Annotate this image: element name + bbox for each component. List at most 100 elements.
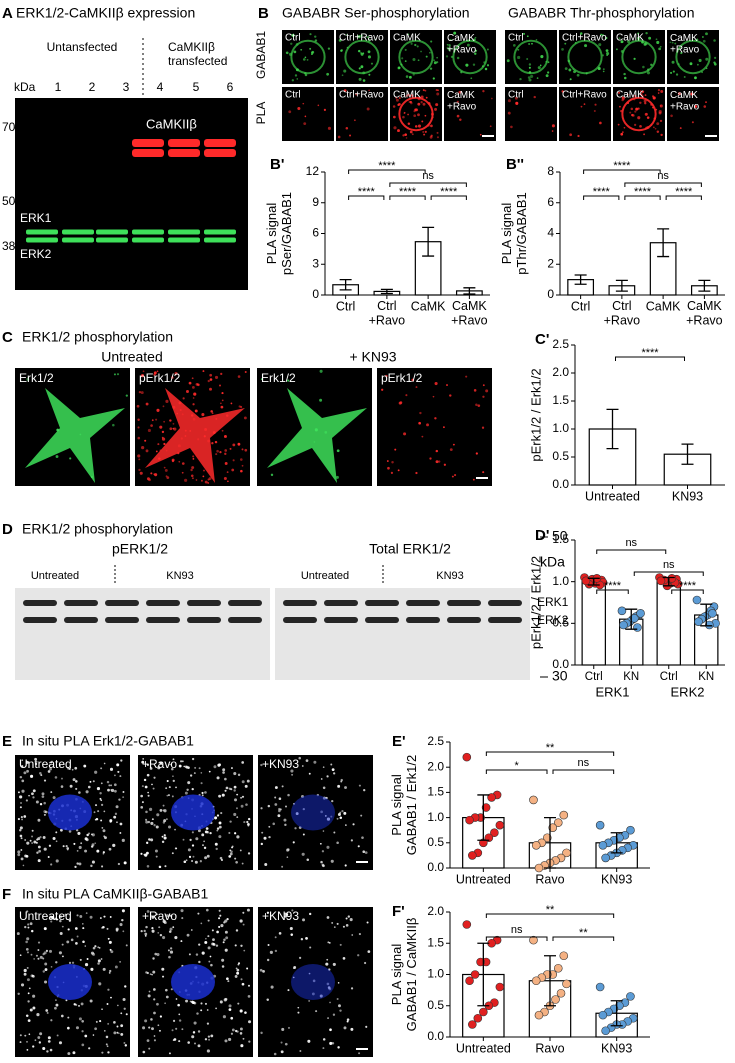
speck	[84, 945, 87, 947]
speck	[320, 778, 323, 780]
speck	[240, 944, 243, 947]
speck	[298, 956, 302, 960]
speck	[337, 135, 341, 139]
speck	[291, 79, 294, 82]
speck	[44, 962, 48, 966]
speck	[218, 794, 222, 798]
speck	[450, 55, 454, 58]
label: Untansfected	[47, 40, 118, 54]
speck	[184, 478, 188, 482]
speck	[393, 126, 397, 130]
speck	[202, 475, 205, 478]
speck	[172, 1019, 176, 1022]
speck	[404, 133, 407, 136]
speck	[573, 70, 577, 74]
speck	[240, 978, 243, 981]
speck	[343, 811, 347, 815]
speck	[212, 942, 215, 945]
speck	[403, 112, 406, 115]
label: 3	[123, 80, 130, 94]
speck	[155, 450, 158, 453]
y-tick-label: 2.5	[427, 734, 444, 748]
speck	[168, 786, 171, 789]
speck	[645, 112, 648, 116]
significance-bracket	[624, 182, 702, 187]
group-label: ERK2	[671, 684, 705, 699]
speck	[200, 782, 203, 785]
speck	[345, 824, 347, 826]
speck	[424, 130, 427, 133]
band	[62, 237, 94, 243]
speck	[162, 405, 165, 408]
speck	[172, 427, 175, 430]
speck	[168, 930, 172, 933]
speck	[429, 457, 432, 460]
speck	[27, 1019, 31, 1022]
speck	[367, 950, 371, 954]
speck	[40, 774, 43, 776]
speck	[426, 423, 429, 427]
speck	[214, 440, 218, 444]
speck	[436, 92, 440, 96]
speck	[362, 850, 366, 854]
speck	[81, 1019, 84, 1023]
speck	[237, 442, 241, 446]
speck	[405, 95, 408, 97]
speck	[229, 820, 232, 823]
y-tick-label: 2.0	[427, 759, 444, 773]
speck	[670, 71, 673, 74]
y-tick-label: 9	[312, 195, 319, 209]
speck	[327, 941, 330, 944]
speck	[459, 118, 462, 121]
significance-bracket	[485, 751, 615, 756]
speck	[148, 990, 151, 993]
data-point	[553, 963, 563, 973]
speck	[151, 973, 153, 976]
speck	[241, 780, 245, 784]
speck	[101, 1008, 103, 1011]
x-tick-label: KN93	[672, 489, 703, 503]
speck	[523, 32, 526, 35]
speck	[216, 776, 220, 780]
speck	[297, 1011, 300, 1014]
speck	[190, 474, 194, 478]
speck	[207, 935, 210, 938]
speck	[50, 1019, 53, 1022]
speck	[26, 966, 29, 969]
speck	[606, 51, 610, 56]
speck	[481, 426, 485, 429]
speck	[148, 1047, 151, 1050]
speck	[297, 107, 301, 111]
speck	[64, 913, 67, 916]
speck	[79, 958, 82, 961]
speck	[121, 838, 125, 842]
speck	[86, 833, 89, 837]
speck	[191, 787, 194, 791]
speck	[89, 780, 92, 783]
speck	[427, 102, 431, 105]
label: Ctrl	[508, 90, 524, 101]
speck	[39, 955, 43, 959]
speck	[39, 771, 42, 775]
speck	[386, 460, 389, 462]
speck	[41, 792, 45, 796]
speck	[174, 828, 176, 831]
data-point	[465, 976, 474, 986]
speck	[627, 102, 630, 105]
band	[132, 229, 164, 235]
speck	[102, 829, 106, 833]
y-tick-label: 12	[306, 164, 320, 178]
speck	[95, 1020, 98, 1023]
band	[96, 237, 128, 243]
speck	[218, 909, 221, 912]
speck	[287, 793, 290, 797]
y-tick-label: 1.0	[552, 574, 569, 588]
label: ERK1/2-CaMKIIβ expression	[16, 5, 195, 21]
speck	[86, 958, 89, 960]
speck	[221, 399, 224, 402]
label: CaMK	[393, 33, 421, 44]
speck	[150, 1018, 153, 1021]
significance-bracket	[389, 195, 426, 200]
speck	[159, 808, 163, 812]
speck	[702, 36, 704, 38]
